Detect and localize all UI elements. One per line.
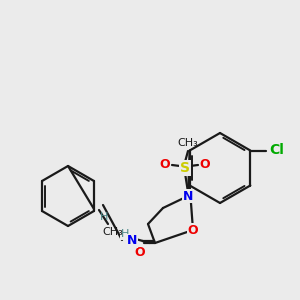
Text: H: H: [121, 229, 129, 239]
Text: Cl: Cl: [269, 143, 284, 158]
Text: CH₃: CH₃: [178, 138, 198, 148]
Text: N: N: [183, 190, 193, 202]
Text: S: S: [180, 161, 190, 175]
Text: N: N: [127, 235, 137, 248]
Text: H: H: [100, 212, 108, 222]
Text: O: O: [160, 158, 170, 172]
Text: O: O: [188, 224, 198, 236]
Text: O: O: [200, 158, 210, 172]
Text: CH₃: CH₃: [103, 227, 123, 237]
Text: O: O: [135, 247, 145, 260]
